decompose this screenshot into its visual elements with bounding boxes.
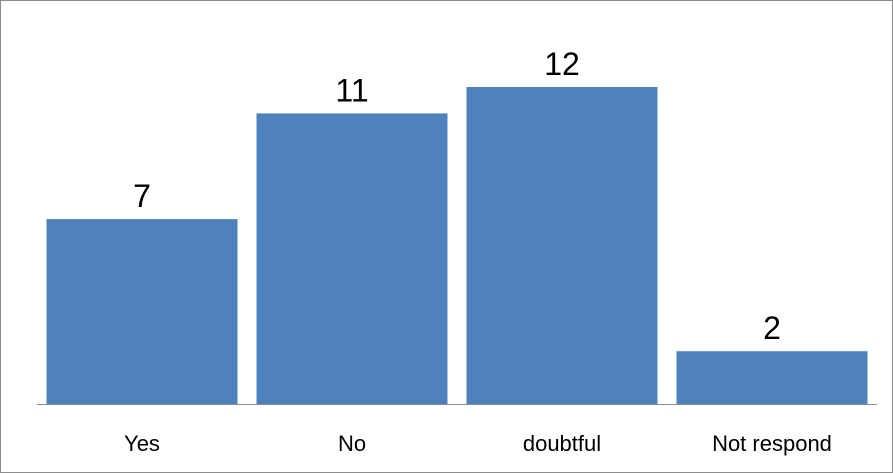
x-tick-label-no: No [338,431,366,456]
data-label-doubtful: 12 [544,46,580,82]
bars-layer [46,87,868,405]
data-label-not-respond: 2 [763,310,781,346]
bar-doubtful [466,87,658,404]
x-tick-labels-layer: Yes No doubtful Not respond [124,431,832,456]
data-label-yes: 7 [133,178,151,214]
data-label-no: 11 [335,72,368,108]
x-tick-label-not-respond: Not respond [712,431,832,456]
bar-no [256,113,448,405]
bar-not-respond [676,351,868,404]
x-tick-label-yes: Yes [124,431,160,456]
x-tick-label-doubtful: doubtful [523,431,601,456]
data-labels-layer: 7 11 12 2 [133,46,781,346]
bar-yes [46,219,238,404]
